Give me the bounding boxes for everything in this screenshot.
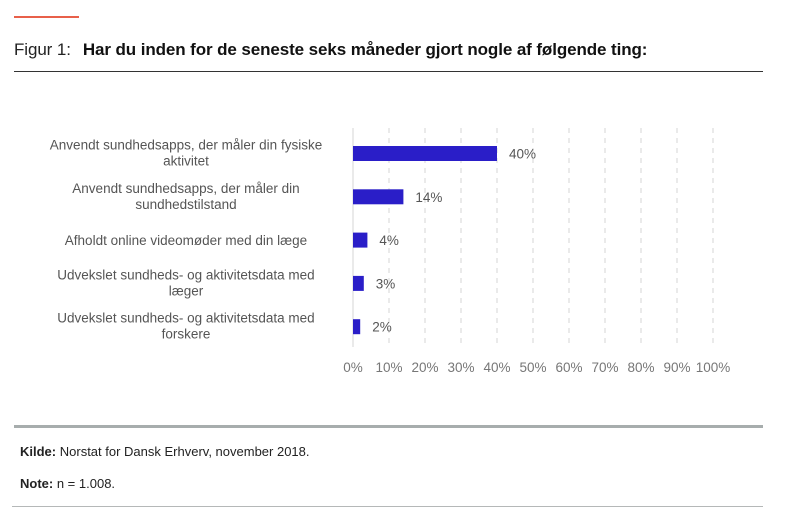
- value-label: 3%: [376, 276, 396, 291]
- figure-title: Figur 1: Har du inden for de seneste seks…: [14, 40, 647, 60]
- bar-chart: Anvendt sundhedsapps, der måler din fysi…: [50, 128, 730, 375]
- x-tick-label: 50%: [519, 360, 546, 375]
- note-text: n = 1.008.: [56, 476, 116, 491]
- category-label: Anvendt sundhedsapps, der måler dinsundh…: [72, 181, 299, 212]
- source-line: Kilde: Norstat for Dansk Erhverv, novemb…: [20, 444, 310, 459]
- category-labels: Anvendt sundhedsapps, der måler din fysi…: [50, 138, 322, 342]
- category-label-line: Anvendt sundhedsapps, der måler din: [72, 181, 299, 196]
- value-label: 2%: [372, 320, 392, 335]
- x-tick-label: 0%: [343, 360, 363, 375]
- x-tick-label: 40%: [483, 360, 510, 375]
- category-label-line: Afholdt online videomøder med din læge: [65, 233, 307, 248]
- category-label-line: forskere: [162, 327, 211, 342]
- category-label: Afholdt online videomøder med din læge: [65, 233, 307, 248]
- bar: [353, 232, 368, 248]
- note-line: Note: n = 1.008.: [20, 476, 115, 491]
- category-label-line: aktivitet: [163, 154, 209, 169]
- figure-number: Figur 1:: [14, 40, 71, 59]
- x-tick-label: 80%: [627, 360, 654, 375]
- value-label: 4%: [379, 233, 399, 248]
- bars: [353, 146, 497, 335]
- footer-divider-top: [14, 425, 763, 428]
- bar: [353, 319, 361, 335]
- x-tick-label: 100%: [696, 360, 731, 375]
- figure-question: Har du inden for de seneste seks måneder…: [82, 40, 648, 59]
- x-tick-label: 10%: [375, 360, 402, 375]
- value-label: 14%: [415, 190, 442, 205]
- source-text: Norstat for Dansk Erhverv, november 2018…: [59, 444, 310, 459]
- x-tick-label: 70%: [591, 360, 618, 375]
- category-label-line: Udvekslet sundheds- og aktivitetsdata me…: [57, 267, 314, 282]
- category-label-line: læger: [169, 283, 204, 298]
- x-tick-label: 30%: [447, 360, 474, 375]
- bar: [353, 146, 497, 161]
- category-label: Udvekslet sundheds- og aktivitetsdata me…: [57, 311, 314, 342]
- bar: [353, 275, 364, 291]
- x-tick-label: 60%: [555, 360, 582, 375]
- value-label: 40%: [509, 147, 536, 162]
- x-axis-tick-labels: 0% 10% 20% 30% 40% 50% 60% 70% 80% 90% 100%: [343, 360, 730, 375]
- category-label-line: Anvendt sundhedsapps, der måler din fysi…: [50, 138, 322, 153]
- accent-line: [14, 16, 79, 18]
- x-tick-label: 20%: [411, 360, 438, 375]
- title-divider: [14, 71, 763, 72]
- category-label: Anvendt sundhedsapps, der måler din fysi…: [50, 138, 322, 169]
- category-label: Udvekslet sundheds- og aktivitetsdata me…: [57, 267, 314, 298]
- category-label-line: sundhedstilstand: [135, 197, 236, 212]
- footer-divider-bottom: [12, 506, 763, 507]
- x-tick-label: 90%: [663, 360, 690, 375]
- note-label: Note:: [20, 476, 54, 491]
- source-label: Kilde:: [20, 444, 57, 459]
- value-labels: 40% 14% 4% 3% 2%: [372, 147, 536, 335]
- category-label-line: Udvekslet sundheds- og aktivitetsdata me…: [57, 311, 314, 326]
- bar: [353, 189, 404, 205]
